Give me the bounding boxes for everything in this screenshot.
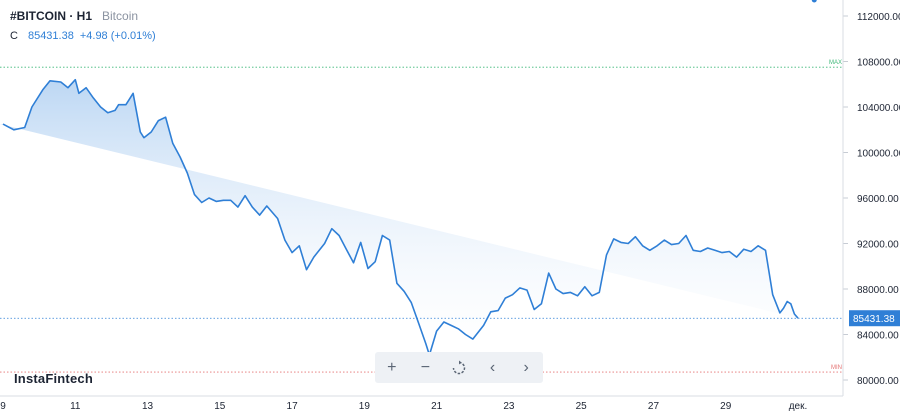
minus-icon: − [420, 358, 431, 376]
chevron-left-icon: ‹ [489, 358, 496, 376]
x-tick-label: 25 [576, 401, 588, 412]
y-tick-label: 112000.00 [857, 12, 900, 23]
x-tick-label: 9 [0, 401, 6, 412]
x-tick-label: 13 [142, 401, 154, 412]
x-tick-label: 29 [720, 401, 732, 412]
x-tick-label: 11 [70, 401, 81, 412]
x-tick-label: 23 [503, 401, 515, 412]
y-tick-label: 108000.00 [857, 58, 900, 69]
series-line [2, 78, 799, 356]
last-price-dot [811, 0, 817, 3]
y-tick-label: 84000.00 [857, 331, 899, 342]
x-tick-label: дек. [789, 401, 808, 412]
y-tick-label: 96000.00 [857, 194, 899, 205]
min-label: MIN [831, 365, 842, 371]
last-price-tag [849, 310, 900, 327]
close-value: 85431.38 [27, 30, 74, 42]
y-tick-label: 88000.00 [857, 285, 899, 296]
reset-button[interactable] [445, 356, 473, 380]
chevron-right-icon: › [523, 358, 529, 376]
x-tick-label: 19 [359, 401, 371, 412]
chart-header: #BITCOIN · H1 Bitcoin [10, 9, 138, 23]
scroll-back-button[interactable]: ‹ [479, 356, 507, 380]
symbol-label: #BITCOIN · H1 [10, 9, 93, 23]
x-tick-label: 15 [214, 401, 226, 412]
zoom-out-button[interactable]: − [411, 356, 439, 380]
plus-icon: + [387, 358, 397, 376]
close-label: C [10, 30, 18, 42]
brand-logo: InstaFintech [14, 371, 93, 386]
zoom-in-button[interactable]: + [378, 356, 406, 380]
change-value: +4.98 (+0.01%) [79, 30, 156, 42]
y-tick-label: 104000.00 [857, 103, 900, 114]
last-price-tag-label: 85431.38 [853, 314, 895, 325]
series-area [0, 79, 798, 355]
price-summary: C 85431.38 +4.98 (+0.01%) [10, 30, 156, 42]
instrument-name: Bitcoin [102, 9, 139, 23]
y-tick-label: 100000.00 [857, 149, 900, 160]
y-tick-label: 92000.00 [857, 240, 899, 251]
max-label: MAX [829, 60, 842, 66]
reset-icon [452, 360, 466, 374]
chart-toolbar: + − ‹ › [375, 352, 543, 383]
y-tick-label: 80000.00 [857, 376, 899, 387]
x-tick-label: 17 [287, 401, 299, 412]
scroll-forward-button[interactable]: › [512, 356, 540, 380]
x-tick-label: 21 [431, 401, 443, 412]
x-tick-label: 27 [648, 401, 660, 412]
